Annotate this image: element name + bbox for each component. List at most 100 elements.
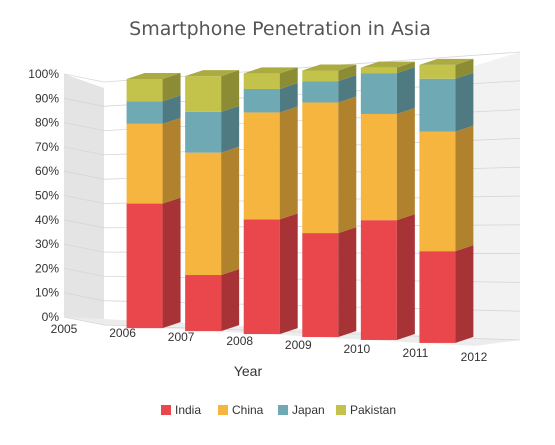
bar-front xyxy=(126,101,163,124)
bar-side xyxy=(279,82,298,113)
bar-side xyxy=(162,72,181,102)
bars xyxy=(126,58,474,343)
y-tick-label: 20% xyxy=(35,261,59,275)
bar-segment xyxy=(185,146,240,276)
bar-front xyxy=(185,275,222,332)
legend-item[interactable]: Pakistan xyxy=(336,403,396,417)
bar-side xyxy=(279,213,298,335)
bar-segment xyxy=(419,245,474,343)
bar-segment xyxy=(126,197,181,329)
bar-front xyxy=(185,76,222,112)
bar-front xyxy=(360,73,397,114)
bar-side xyxy=(455,72,474,132)
bar-front xyxy=(185,152,222,276)
bar-side xyxy=(279,67,298,89)
bar-top xyxy=(126,72,181,79)
bar-side xyxy=(396,67,415,114)
x-tick-label: 2008 xyxy=(226,334,253,348)
bar-front xyxy=(243,73,280,89)
x-axis-title: Year xyxy=(234,363,263,379)
bar-segment xyxy=(302,64,357,82)
bar-front xyxy=(126,78,163,102)
bar-side xyxy=(279,106,298,220)
x-tick-label: 2009 xyxy=(285,338,312,352)
bar-segment xyxy=(126,95,181,124)
bar-front xyxy=(419,251,456,343)
bar-segment xyxy=(419,125,474,252)
legend-item[interactable]: China xyxy=(218,403,264,417)
bar-segment xyxy=(243,67,298,89)
bar-segment xyxy=(185,70,240,112)
bar-front xyxy=(360,67,397,74)
bar-segment xyxy=(243,213,298,335)
legend-swatch xyxy=(161,405,171,415)
chart-title: Smartphone Penetration in Asia xyxy=(129,18,431,40)
bar-side xyxy=(396,107,415,221)
bar-top xyxy=(419,58,474,65)
bar-side xyxy=(221,70,240,112)
y-axis-ticks: 0% 10% 20% 30% 40% 50% 60% 70% 80% 90% 100% xyxy=(28,67,59,324)
bar-front xyxy=(302,233,339,338)
bar-front xyxy=(360,220,397,340)
bar-side xyxy=(455,125,474,252)
bar-top xyxy=(243,67,298,74)
bar-front xyxy=(126,123,163,204)
bar-segment xyxy=(302,227,357,338)
legend-swatch xyxy=(336,405,346,415)
right-wall xyxy=(474,52,520,346)
bar-segment xyxy=(360,61,415,74)
y-tick-label: 0% xyxy=(42,310,60,324)
bar-segment xyxy=(185,105,240,153)
bar-segment xyxy=(360,67,415,114)
bar-segment xyxy=(185,269,240,332)
legend-swatch xyxy=(218,405,228,415)
bar-segment xyxy=(126,72,181,102)
bar-side xyxy=(338,96,357,234)
x-tick-label: 2010 xyxy=(344,342,371,356)
legend-label: Japan xyxy=(292,403,325,417)
bar-segment xyxy=(243,82,298,113)
bar-side xyxy=(162,95,181,124)
bar-segment xyxy=(126,117,181,204)
bar-segment xyxy=(302,75,357,103)
legend-label: China xyxy=(232,403,264,417)
bar-segment xyxy=(243,106,298,220)
legend-item[interactable]: Japan xyxy=(278,403,325,417)
bar-front xyxy=(302,70,339,82)
bar-side xyxy=(455,245,474,343)
bar-front xyxy=(360,113,397,221)
bar-front xyxy=(419,78,456,132)
bar-side xyxy=(396,61,415,74)
bar-front xyxy=(243,112,280,220)
y-tick-label: 30% xyxy=(35,237,59,251)
bar-side xyxy=(338,75,357,103)
bar-segment xyxy=(360,107,415,221)
x-tick-label: 2005 xyxy=(51,322,78,336)
x-axis-ticks: 2005 2006 2007 2008 2009 2010 2011 2012 xyxy=(51,322,488,364)
legend-item[interactable]: India xyxy=(161,403,201,417)
bar-segment xyxy=(302,96,357,234)
x-tick-label: 2007 xyxy=(168,330,195,344)
bar-side xyxy=(221,146,240,276)
bar-side xyxy=(221,269,240,332)
bar-top xyxy=(185,70,240,77)
bar-top xyxy=(302,64,357,71)
bar-side xyxy=(396,214,415,340)
bar-top xyxy=(360,61,415,68)
bar-side xyxy=(162,117,181,204)
bar-side xyxy=(221,105,240,153)
bar-front xyxy=(243,219,280,335)
y-tick-label: 100% xyxy=(28,67,59,81)
bar-segment xyxy=(419,58,474,79)
bar-side xyxy=(338,64,357,82)
legend-label: Pakistan xyxy=(350,403,396,417)
legend: India China Japan Pakistan xyxy=(161,403,396,417)
x-tick-label: 2012 xyxy=(461,350,488,364)
legend-swatch xyxy=(278,405,288,415)
y-tick-label: 50% xyxy=(35,189,59,203)
x-tick-label: 2011 xyxy=(403,346,429,360)
x-tick-label: 2006 xyxy=(109,326,136,340)
chart-walls xyxy=(64,52,520,346)
